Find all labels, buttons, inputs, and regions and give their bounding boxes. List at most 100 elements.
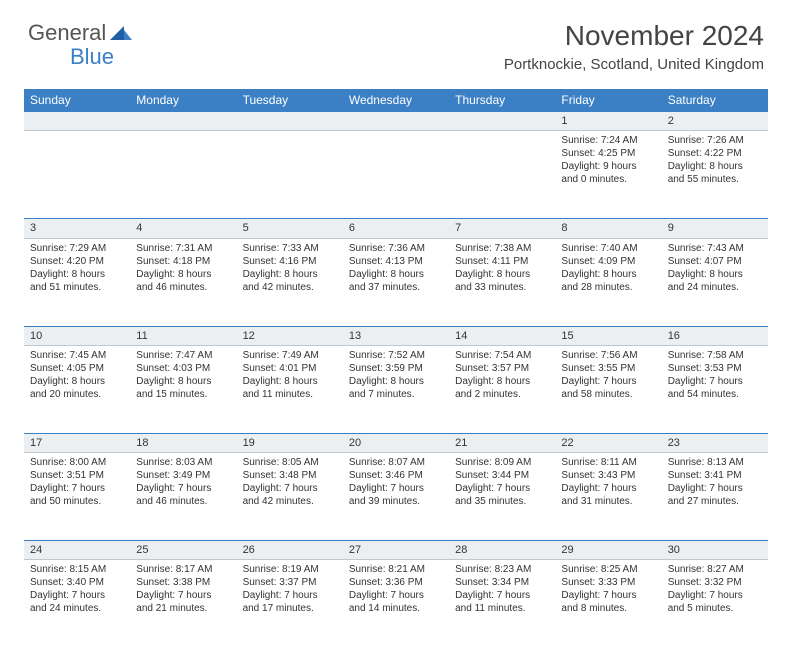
daylight-text-1: Daylight: 8 hours	[136, 268, 230, 281]
sunrise-text: Sunrise: 7:24 AM	[561, 134, 655, 147]
daylight-text-1: Daylight: 8 hours	[30, 375, 124, 388]
day-number-cell: 13	[343, 326, 449, 345]
sunrise-text: Sunrise: 7:45 AM	[30, 349, 124, 362]
daylight-text-2: and 15 minutes.	[136, 388, 230, 401]
calendar-table: SundayMondayTuesdayWednesdayThursdayFrid…	[24, 89, 768, 648]
sunset-text: Sunset: 3:32 PM	[668, 576, 762, 589]
daylight-text-2: and 50 minutes.	[30, 495, 124, 508]
day-content-cell: Sunrise: 7:56 AMSunset: 3:55 PMDaylight:…	[555, 345, 661, 433]
daylight-text-2: and 8 minutes.	[561, 602, 655, 615]
daylight-text-1: Daylight: 8 hours	[455, 375, 549, 388]
sunrise-text: Sunrise: 7:47 AM	[136, 349, 230, 362]
day-number-cell: 27	[343, 541, 449, 560]
sunset-text: Sunset: 4:11 PM	[455, 255, 549, 268]
daylight-text-2: and 21 minutes.	[136, 602, 230, 615]
daylight-text-1: Daylight: 7 hours	[561, 482, 655, 495]
daylight-text-1: Daylight: 7 hours	[30, 482, 124, 495]
day-number-row: 24252627282930	[24, 541, 768, 560]
day-content-cell: Sunrise: 7:36 AMSunset: 4:13 PMDaylight:…	[343, 238, 449, 326]
daylight-text-2: and 5 minutes.	[668, 602, 762, 615]
day-number-cell: 25	[130, 541, 236, 560]
daylight-text-2: and 0 minutes.	[561, 173, 655, 186]
daylight-text-1: Daylight: 7 hours	[455, 482, 549, 495]
sunset-text: Sunset: 3:57 PM	[455, 362, 549, 375]
sunset-text: Sunset: 3:59 PM	[349, 362, 443, 375]
daylight-text-2: and 7 minutes.	[349, 388, 443, 401]
sunset-text: Sunset: 3:36 PM	[349, 576, 443, 589]
day-content-cell: Sunrise: 8:11 AMSunset: 3:43 PMDaylight:…	[555, 453, 661, 541]
daylight-text-2: and 46 minutes.	[136, 495, 230, 508]
sunrise-text: Sunrise: 7:38 AM	[455, 242, 549, 255]
daylight-text-1: Daylight: 8 hours	[455, 268, 549, 281]
day-number-cell	[130, 112, 236, 131]
day-number-cell: 26	[237, 541, 343, 560]
weekday-header: Friday	[555, 89, 661, 112]
sunrise-text: Sunrise: 8:13 AM	[668, 456, 762, 469]
daylight-text-2: and 27 minutes.	[668, 495, 762, 508]
logo-triangle-icon	[110, 24, 132, 42]
day-number-cell: 10	[24, 326, 130, 345]
daylight-text-2: and 2 minutes.	[455, 388, 549, 401]
day-number-cell: 21	[449, 433, 555, 452]
day-number-cell: 22	[555, 433, 661, 452]
day-number-cell: 1	[555, 112, 661, 131]
day-number-cell	[343, 112, 449, 131]
day-content-cell: Sunrise: 7:47 AMSunset: 4:03 PMDaylight:…	[130, 345, 236, 433]
daylight-text-1: Daylight: 8 hours	[668, 268, 762, 281]
day-content-cell	[237, 131, 343, 219]
sunset-text: Sunset: 4:13 PM	[349, 255, 443, 268]
day-content-cell	[130, 131, 236, 219]
day-content-cell: Sunrise: 7:58 AMSunset: 3:53 PMDaylight:…	[662, 345, 768, 433]
day-content-cell: Sunrise: 8:03 AMSunset: 3:49 PMDaylight:…	[130, 453, 236, 541]
sunset-text: Sunset: 4:16 PM	[243, 255, 337, 268]
daylight-text-1: Daylight: 8 hours	[243, 375, 337, 388]
day-content-cell: Sunrise: 7:43 AMSunset: 4:07 PMDaylight:…	[662, 238, 768, 326]
day-number-row: 3456789	[24, 219, 768, 238]
daylight-text-2: and 54 minutes.	[668, 388, 762, 401]
day-content-cell	[449, 131, 555, 219]
sunrise-text: Sunrise: 8:11 AM	[561, 456, 655, 469]
sunset-text: Sunset: 4:20 PM	[30, 255, 124, 268]
weekday-header-row: SundayMondayTuesdayWednesdayThursdayFrid…	[24, 89, 768, 112]
daylight-text-2: and 14 minutes.	[349, 602, 443, 615]
day-number-cell: 9	[662, 219, 768, 238]
daylight-text-1: Daylight: 8 hours	[349, 268, 443, 281]
day-number-cell: 20	[343, 433, 449, 452]
sunset-text: Sunset: 4:05 PM	[30, 362, 124, 375]
daylight-text-2: and 51 minutes.	[30, 281, 124, 294]
sunrise-text: Sunrise: 8:17 AM	[136, 563, 230, 576]
sunrise-text: Sunrise: 8:25 AM	[561, 563, 655, 576]
day-number-cell: 3	[24, 219, 130, 238]
daylight-text-2: and 46 minutes.	[136, 281, 230, 294]
sunset-text: Sunset: 3:41 PM	[668, 469, 762, 482]
daylight-text-2: and 11 minutes.	[243, 388, 337, 401]
sunrise-text: Sunrise: 7:33 AM	[243, 242, 337, 255]
day-number-row: 17181920212223	[24, 433, 768, 452]
day-number-row: 12	[24, 112, 768, 131]
sunrise-text: Sunrise: 7:26 AM	[668, 134, 762, 147]
daylight-text-2: and 42 minutes.	[243, 281, 337, 294]
daylight-text-1: Daylight: 8 hours	[561, 268, 655, 281]
day-content-cell: Sunrise: 7:49 AMSunset: 4:01 PMDaylight:…	[237, 345, 343, 433]
day-number-cell: 19	[237, 433, 343, 452]
daylight-text-1: Daylight: 7 hours	[561, 375, 655, 388]
sunset-text: Sunset: 3:51 PM	[30, 469, 124, 482]
day-content-row: Sunrise: 8:15 AMSunset: 3:40 PMDaylight:…	[24, 560, 768, 648]
month-title: November 2024	[504, 20, 764, 52]
day-content-cell: Sunrise: 7:45 AMSunset: 4:05 PMDaylight:…	[24, 345, 130, 433]
day-number-cell: 12	[237, 326, 343, 345]
day-content-cell: Sunrise: 7:38 AMSunset: 4:11 PMDaylight:…	[449, 238, 555, 326]
day-number-cell: 14	[449, 326, 555, 345]
day-number-cell: 23	[662, 433, 768, 452]
day-content-cell: Sunrise: 8:07 AMSunset: 3:46 PMDaylight:…	[343, 453, 449, 541]
day-number-cell: 11	[130, 326, 236, 345]
daylight-text-1: Daylight: 8 hours	[136, 375, 230, 388]
sunset-text: Sunset: 3:49 PM	[136, 469, 230, 482]
logo: General Blue	[28, 20, 132, 46]
daylight-text-1: Daylight: 7 hours	[243, 482, 337, 495]
daylight-text-1: Daylight: 7 hours	[349, 589, 443, 602]
daylight-text-2: and 31 minutes.	[561, 495, 655, 508]
sunset-text: Sunset: 3:53 PM	[668, 362, 762, 375]
weekday-header: Wednesday	[343, 89, 449, 112]
day-number-cell: 18	[130, 433, 236, 452]
